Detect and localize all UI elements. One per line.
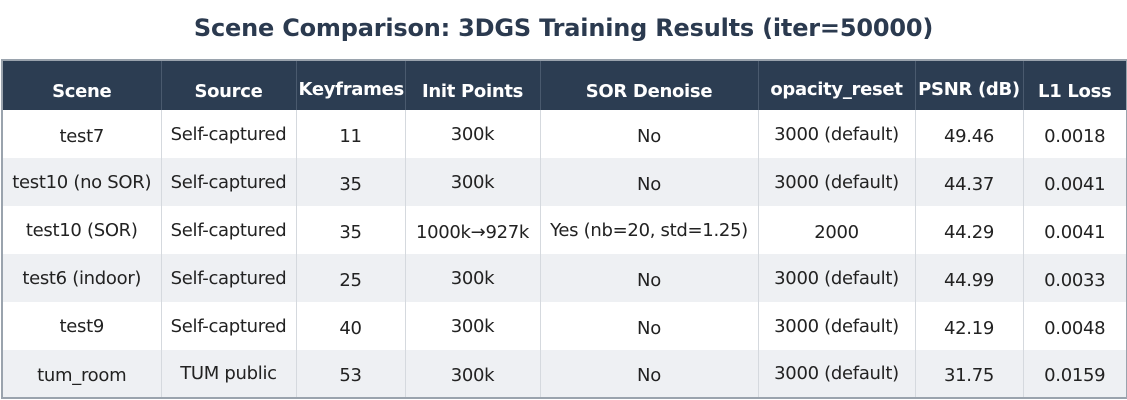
cell-init-points: 300k	[405, 350, 541, 398]
cell-opacity-reset: 3000 (default)	[758, 110, 916, 158]
cell-init-points: 300k	[405, 110, 541, 158]
cell-l1-loss: 0.0041	[1023, 206, 1127, 254]
table-row: test10 (SOR) Self-captured 35 1000k→927k…	[2, 206, 1127, 254]
cell-l1-loss: 0.0048	[1023, 302, 1127, 350]
table-row: test7 Self-captured 11 300k No 3000 (def…	[2, 110, 1127, 158]
cell-opacity-reset: 3000 (default)	[758, 254, 916, 302]
cell-opacity-reset: 3000 (default)	[758, 350, 916, 398]
cell-keyframes: 11	[296, 110, 406, 158]
cell-psnr: 44.99	[915, 254, 1024, 302]
column-header-scene: Scene	[2, 60, 162, 110]
cell-source: TUM public	[161, 350, 297, 398]
cell-sor-denoise: No	[540, 158, 759, 206]
column-header-keyframes: Keyframes	[296, 60, 406, 110]
cell-source: Self-captured	[161, 158, 297, 206]
table-row: test6 (indoor) Self-captured 25 300k No …	[2, 254, 1127, 302]
cell-sor-denoise: No	[540, 302, 759, 350]
cell-init-points: 300k	[405, 158, 541, 206]
results-table-container: Scene Source Keyframes Init Points SOR D…	[1, 59, 1127, 399]
cell-l1-loss: 0.0018	[1023, 110, 1127, 158]
column-header-opacity-reset: opacity_reset	[758, 60, 916, 110]
cell-source: Self-captured	[161, 254, 297, 302]
table-body: test7 Self-captured 11 300k No 3000 (def…	[2, 110, 1127, 398]
cell-opacity-reset: 3000 (default)	[758, 158, 916, 206]
column-header-init-points: Init Points	[405, 60, 541, 110]
cell-psnr: 31.75	[915, 350, 1024, 398]
column-header-sor-denoise: SOR Denoise	[540, 60, 759, 110]
cell-scene: test7	[2, 110, 162, 158]
cell-psnr: 44.37	[915, 158, 1024, 206]
cell-source: Self-captured	[161, 110, 297, 158]
column-header-source: Source	[161, 60, 297, 110]
cell-sor-denoise: No	[540, 350, 759, 398]
table-row: test9 Self-captured 40 300k No 3000 (def…	[2, 302, 1127, 350]
column-header-psnr: PSNR (dB)	[915, 60, 1024, 110]
cell-source: Self-captured	[161, 302, 297, 350]
cell-scene: tum_room	[2, 350, 162, 398]
cell-opacity-reset: 3000 (default)	[758, 302, 916, 350]
cell-opacity-reset: 2000	[758, 206, 916, 254]
cell-source: Self-captured	[161, 206, 297, 254]
cell-init-points: 300k	[405, 254, 541, 302]
cell-sor-denoise: No	[540, 254, 759, 302]
cell-sor-denoise: No	[540, 110, 759, 158]
cell-scene: test10 (no SOR)	[2, 158, 162, 206]
results-table: Scene Source Keyframes Init Points SOR D…	[1, 59, 1127, 399]
cell-keyframes: 40	[296, 302, 406, 350]
cell-keyframes: 25	[296, 254, 406, 302]
table-row: test10 (no SOR) Self-captured 35 300k No…	[2, 158, 1127, 206]
column-header-l1-loss: L1 Loss	[1023, 60, 1127, 110]
cell-l1-loss: 0.0033	[1023, 254, 1127, 302]
cell-init-points: 1000k→927k	[405, 206, 541, 254]
cell-keyframes: 35	[296, 206, 406, 254]
cell-keyframes: 53	[296, 350, 406, 398]
cell-psnr: 49.46	[915, 110, 1024, 158]
cell-psnr: 42.19	[915, 302, 1024, 350]
cell-scene: test9	[2, 302, 162, 350]
cell-keyframes: 35	[296, 158, 406, 206]
cell-l1-loss: 0.0159	[1023, 350, 1127, 398]
cell-sor-denoise: Yes (nb=20, std=1.25)	[540, 206, 759, 254]
page-title: Scene Comparison: 3DGS Training Results …	[193, 14, 934, 42]
cell-init-points: 300k	[405, 302, 541, 350]
cell-psnr: 44.29	[915, 206, 1024, 254]
table-row: tum_room TUM public 53 300k No 3000 (def…	[2, 350, 1127, 398]
cell-scene: test10 (SOR)	[2, 206, 162, 254]
cell-scene: test6 (indoor)	[2, 254, 162, 302]
cell-l1-loss: 0.0041	[1023, 158, 1127, 206]
table-header: Scene Source Keyframes Init Points SOR D…	[2, 60, 1127, 110]
header-row: Scene Source Keyframes Init Points SOR D…	[2, 60, 1127, 110]
